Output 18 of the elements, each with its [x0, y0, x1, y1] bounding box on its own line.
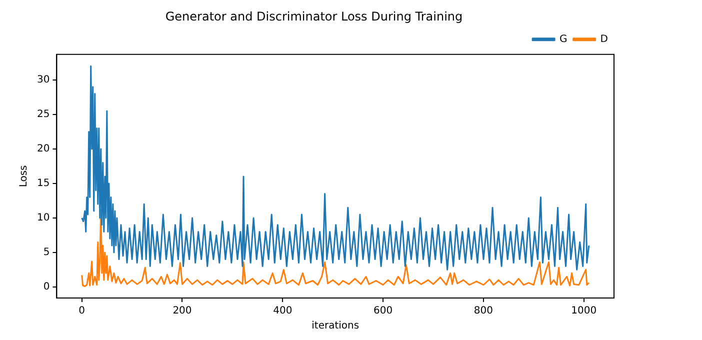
x-tick-label: 0	[78, 306, 86, 317]
x-tick-label: 600	[374, 306, 393, 317]
y-tick-label: 20	[36, 144, 50, 155]
y-tick-label: 15	[36, 178, 50, 190]
legend-label: G	[560, 34, 568, 45]
x-tick-label: 200	[172, 306, 192, 317]
y-tick-label: 25	[36, 109, 50, 120]
y-tick-label: 10	[36, 212, 50, 224]
x-axis-title: iterations	[312, 320, 360, 332]
x-tick-label: 1000	[571, 306, 597, 317]
chart-title: Generator and Discriminator Loss During Training	[165, 9, 463, 24]
x-tick-label: 400	[273, 306, 292, 317]
y-tick-label: 5	[43, 247, 50, 258]
y-tick-label: 0	[43, 282, 50, 293]
y-tick-label: 30	[36, 74, 50, 86]
x-tick-label: 800	[474, 306, 494, 317]
y-axis-title: Loss	[18, 165, 30, 188]
legend-label: D	[600, 34, 608, 45]
